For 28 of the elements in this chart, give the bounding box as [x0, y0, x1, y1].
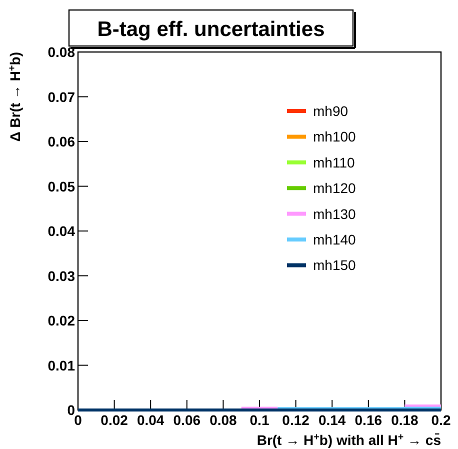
legend-label: mh100 — [313, 128, 356, 145]
y-tick-label: 0 — [67, 402, 76, 418]
x-tick-label: 0.18 — [391, 412, 419, 428]
y-tick-label: 0.04 — [48, 223, 76, 239]
chart-title: B-tag eff. uncertainties — [97, 18, 325, 41]
x-axis-title: Br(t → H$^{+}$b) with all H$^{+}$ → cs̄ — [256, 432, 442, 448]
x-tick-label: 0.14 — [318, 412, 346, 428]
x-tick-label: 0.04 — [136, 412, 164, 428]
y-tick-label: 0.08 — [48, 44, 76, 60]
x-tick-label: 0.02 — [100, 412, 128, 428]
legend-label: mh110 — [313, 154, 355, 170]
legend-label: mh150 — [313, 257, 356, 274]
legend-label: mh120 — [313, 180, 356, 196]
x-tick-label: 0.1 — [250, 412, 270, 428]
x-tick-label: 0.12 — [282, 412, 310, 428]
y-tick-label: 0.01 — [48, 357, 76, 374]
y-tick-label: 0.03 — [48, 268, 76, 284]
legend-label: mh90 — [313, 103, 348, 119]
y-tick-label: 0.07 — [48, 88, 76, 105]
y-tick-label: 0.06 — [48, 134, 76, 150]
x-tick-label: 0.08 — [210, 412, 238, 428]
y-tick-label: 0.02 — [48, 312, 76, 328]
x-tick-label: 0.16 — [354, 412, 382, 428]
x-tick-label: 0.2 — [431, 412, 451, 428]
legend-label: mh140 — [313, 232, 356, 248]
legend-label: mh130 — [313, 206, 356, 222]
y-tick-label: 0.05 — [48, 178, 76, 194]
x-tick-label: 0.06 — [173, 412, 201, 428]
